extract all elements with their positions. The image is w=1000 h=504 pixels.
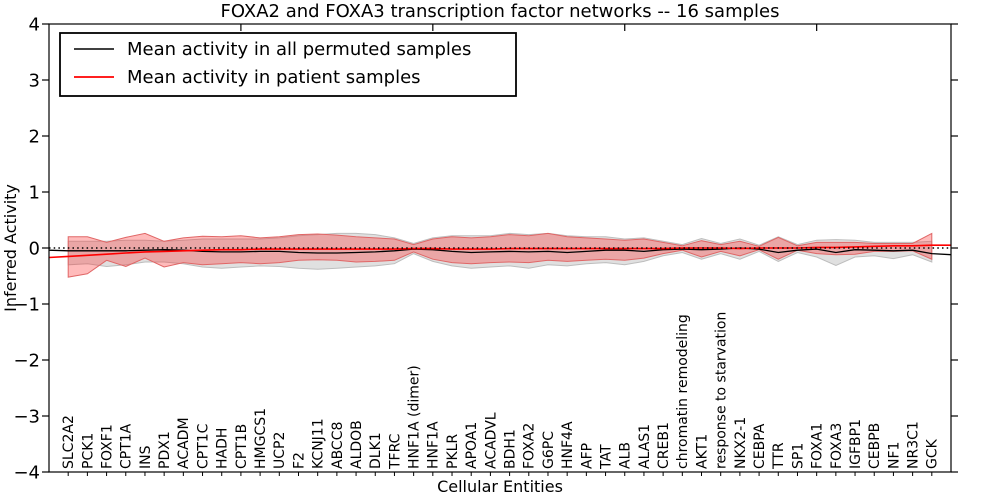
patient-samples-mean-line <box>48 244 951 259</box>
x-tick-label: BDH1 <box>503 429 519 469</box>
x-tick-label: PKLR <box>445 434 461 469</box>
x-tick-label: PCK1 <box>80 433 96 469</box>
x-tick-label: CPT1A <box>119 423 135 469</box>
x-tick-label: AFP <box>579 443 595 469</box>
y-tick-label: 2 <box>29 126 40 147</box>
x-tick-label: CEBPB <box>867 423 883 469</box>
x-tick-label: GCK <box>925 438 941 469</box>
chart-title: FOXA2 and FOXA3 transcription factor net… <box>221 1 780 22</box>
x-tick-label: TFRC <box>387 433 403 470</box>
legend: Mean activity in all permuted samples Me… <box>59 32 517 97</box>
x-tick-label: ALDOB <box>349 420 365 469</box>
y-tick-label: 1 <box>29 182 40 203</box>
permuted-samples-mean-line <box>48 247 952 256</box>
x-tick-label: F2 <box>291 452 307 469</box>
x-tick-label: G6PC <box>541 431 557 469</box>
x-tick-label: ACADM <box>176 417 192 469</box>
x-tick-label: SLC2A2 <box>61 415 77 469</box>
x-tick-label: PDX1 <box>157 431 173 469</box>
x-tick-label: response to starvation <box>714 312 730 469</box>
x-tick-label: HMGCS1 <box>253 408 269 469</box>
x-tick-label: HADH <box>215 428 231 469</box>
x-tick-label: INS <box>138 445 154 469</box>
x-tick-label: ACADVL <box>483 412 499 469</box>
legend-box <box>59 32 517 97</box>
x-tick-label: TTR <box>771 442 787 470</box>
legend-label-patient-samples: Mean activity in patient samples <box>127 67 421 88</box>
y-tick-label: 4 <box>29 14 40 35</box>
x-tick-label: HNF4A <box>560 421 576 469</box>
x-tick-label: SP1 <box>790 443 806 469</box>
legend-label-permuted-samples: Mean activity in all permuted samples <box>127 39 471 60</box>
y-tick-label: −4 <box>13 462 40 483</box>
x-tick-label: CREB1 <box>656 422 672 469</box>
x-tick-label: ALAS1 <box>637 424 653 469</box>
x-tick-label: FOXF1 <box>100 424 116 469</box>
x-tick-label: FOXA2 <box>522 423 538 469</box>
x-tick-label: ALB <box>618 442 634 469</box>
x-tick-label: APOA1 <box>464 422 480 469</box>
x-tick-label: HNF1A <box>426 421 442 469</box>
y-tick-label: −1 <box>13 294 40 315</box>
x-tick-label: NKX2-1 <box>733 417 749 469</box>
x-axis-label: Cellular Entities <box>437 477 563 496</box>
y-tick-label: −3 <box>13 406 40 427</box>
x-tick-label: HNF1A (dimer) <box>407 365 423 469</box>
x-tick-label: IGFBP1 <box>848 419 864 469</box>
x-tick-label: CPT1B <box>234 424 250 469</box>
plot-area: 4 3 2 1 0 −1 −2 −3 −4 SLC2A2 PCK1 FOXF1 CPT1A INS PDX1… <box>13 14 958 483</box>
x-tick-label: TAT <box>599 444 615 470</box>
x-tick-label: CPT1C <box>195 423 211 469</box>
x-tick-label: UCP2 <box>272 432 288 469</box>
x-tick-label: ABCC8 <box>330 422 346 469</box>
x-tick-label: NR3C1 <box>906 421 922 469</box>
patient-samples-band <box>67 232 933 278</box>
y-axis-label: Inferred Activity <box>1 184 20 312</box>
x-tick-label: AKT1 <box>694 434 710 469</box>
x-tick-label: NF1 <box>886 442 902 469</box>
y-tick-label: 3 <box>29 70 40 91</box>
y-tick-label: −2 <box>13 350 40 371</box>
x-tick-label: KCNJ11 <box>311 418 327 469</box>
x-tick-label: CEBPA <box>752 423 768 469</box>
x-tick-label: chromatin remodeling <box>675 314 691 469</box>
x-tick-label: FOXA1 <box>810 423 826 469</box>
x-tick-label: DLK1 <box>368 432 384 469</box>
y-tick-label: 0 <box>29 238 40 259</box>
x-tick-label: FOXA3 <box>829 423 845 469</box>
